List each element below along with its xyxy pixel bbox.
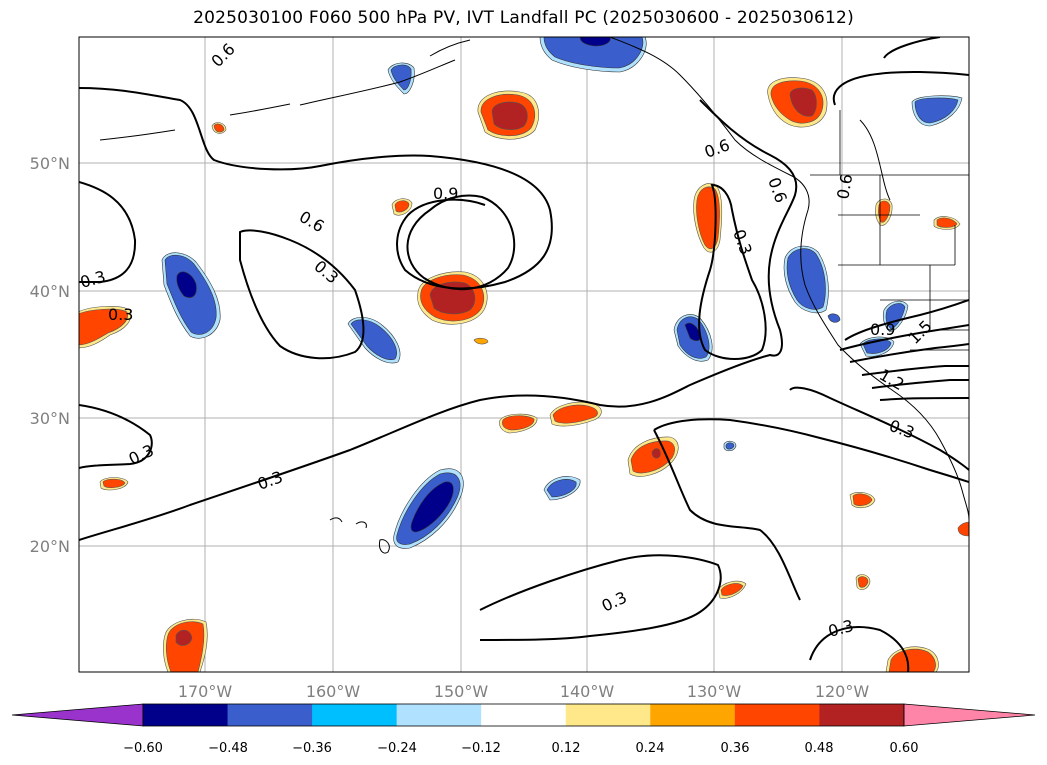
pv-blob bbox=[549, 401, 602, 427]
pv-blob bbox=[79, 306, 132, 349]
pv-blob bbox=[717, 580, 747, 599]
colorbar-segment bbox=[819, 704, 905, 726]
pv-blob bbox=[163, 618, 208, 672]
pv-blob bbox=[855, 574, 871, 591]
coastlines bbox=[99, 37, 969, 554]
lon-label: 120°W bbox=[815, 682, 870, 701]
colorbar-segments bbox=[11, 703, 1036, 727]
lat-label: 30°N bbox=[30, 409, 70, 428]
lon-tick-labels: 170°W 160°W 150°W 140°W 130°W 120°W bbox=[178, 682, 870, 701]
ivt-contours bbox=[79, 37, 969, 672]
colorbar-tick-label: −0.12 bbox=[461, 741, 501, 756]
pv-positive-blobs bbox=[79, 77, 969, 672]
colorbar: −0.60 −0.48 −0.36 −0.24 −0.12 0.12 0.24 … bbox=[11, 703, 1036, 756]
contour-label: 0.3 bbox=[108, 305, 133, 324]
lat-label: 20°N bbox=[30, 537, 70, 556]
map-plot-area: 0.6 0.6 0.9 0.3 0.3 0.3 0.3 0.3 0.6 0.3 … bbox=[78, 36, 970, 673]
pv-blob bbox=[473, 337, 489, 345]
colorbar-extend-min bbox=[11, 703, 144, 727]
colorbar-tick-label: 0.60 bbox=[890, 741, 919, 756]
colorbar-tick-label: 0.36 bbox=[721, 741, 750, 756]
pv-blob bbox=[911, 95, 963, 127]
colorbar-tick-label: −0.48 bbox=[208, 741, 248, 756]
contour-label: 0.9 bbox=[870, 320, 895, 339]
pv-blob bbox=[393, 468, 464, 549]
lon-label: 160°W bbox=[306, 682, 361, 701]
pv-blob bbox=[543, 476, 581, 501]
colorbar-segment bbox=[143, 704, 229, 726]
pv-blob bbox=[723, 440, 737, 452]
lon-label: 140°W bbox=[560, 682, 615, 701]
lon-label: 150°W bbox=[434, 682, 489, 701]
lat-label: 40°N bbox=[30, 282, 70, 301]
pv-blob bbox=[859, 336, 895, 357]
colorbar-segment bbox=[396, 704, 482, 726]
pv-blob bbox=[673, 314, 713, 362]
colorbar-tick-label: 0.12 bbox=[552, 741, 581, 756]
pv-negative-blobs bbox=[161, 37, 963, 549]
contour-label: 0.6 bbox=[833, 172, 856, 200]
colorbar-segment bbox=[734, 704, 820, 726]
pv-blob bbox=[767, 77, 828, 128]
pv-blob bbox=[933, 216, 961, 230]
lat-tick-labels: 50°N 40°N 30°N 20°N bbox=[30, 154, 70, 556]
pv-blob bbox=[499, 413, 538, 434]
map-title: 2025030100 F060 500 hPa PV, IVT Landfall… bbox=[193, 8, 854, 28]
pv-blob bbox=[387, 62, 415, 95]
pv-blob bbox=[539, 37, 647, 73]
colorbar-tick-label: 0.48 bbox=[805, 741, 834, 756]
pv-blob bbox=[885, 646, 939, 672]
colorbar-extend-max bbox=[903, 703, 1036, 727]
lat-label: 50°N bbox=[30, 154, 70, 173]
pv-blob bbox=[957, 521, 969, 537]
pv-blob bbox=[783, 245, 829, 314]
colorbar-segment bbox=[650, 704, 736, 726]
colorbar-outline bbox=[142, 703, 905, 727]
pv-blob bbox=[477, 90, 539, 140]
lon-label: 130°W bbox=[687, 682, 742, 701]
colorbar-segment bbox=[312, 704, 398, 726]
pv-blob bbox=[211, 122, 227, 134]
colorbar-segment bbox=[565, 704, 651, 726]
colorbar-tick-label: −0.36 bbox=[292, 741, 332, 756]
colorbar-tick-label: −0.24 bbox=[377, 741, 417, 756]
pv-blob bbox=[827, 313, 841, 323]
colorbar-tick-label: 0.24 bbox=[636, 741, 665, 756]
contour-label: 0.9 bbox=[433, 184, 458, 203]
pv-blob bbox=[849, 491, 876, 509]
colorbar-segment bbox=[481, 704, 567, 726]
pv-blob bbox=[99, 477, 129, 491]
colorbar-tick-label: −0.60 bbox=[123, 741, 163, 756]
colorbar-segment bbox=[227, 704, 313, 726]
lon-label: 170°W bbox=[178, 682, 233, 701]
pv-blob bbox=[161, 252, 221, 339]
colorbar-tick-labels: −0.60 −0.48 −0.36 −0.24 −0.12 0.12 0.24 … bbox=[123, 741, 918, 756]
pv-blob bbox=[391, 198, 413, 216]
